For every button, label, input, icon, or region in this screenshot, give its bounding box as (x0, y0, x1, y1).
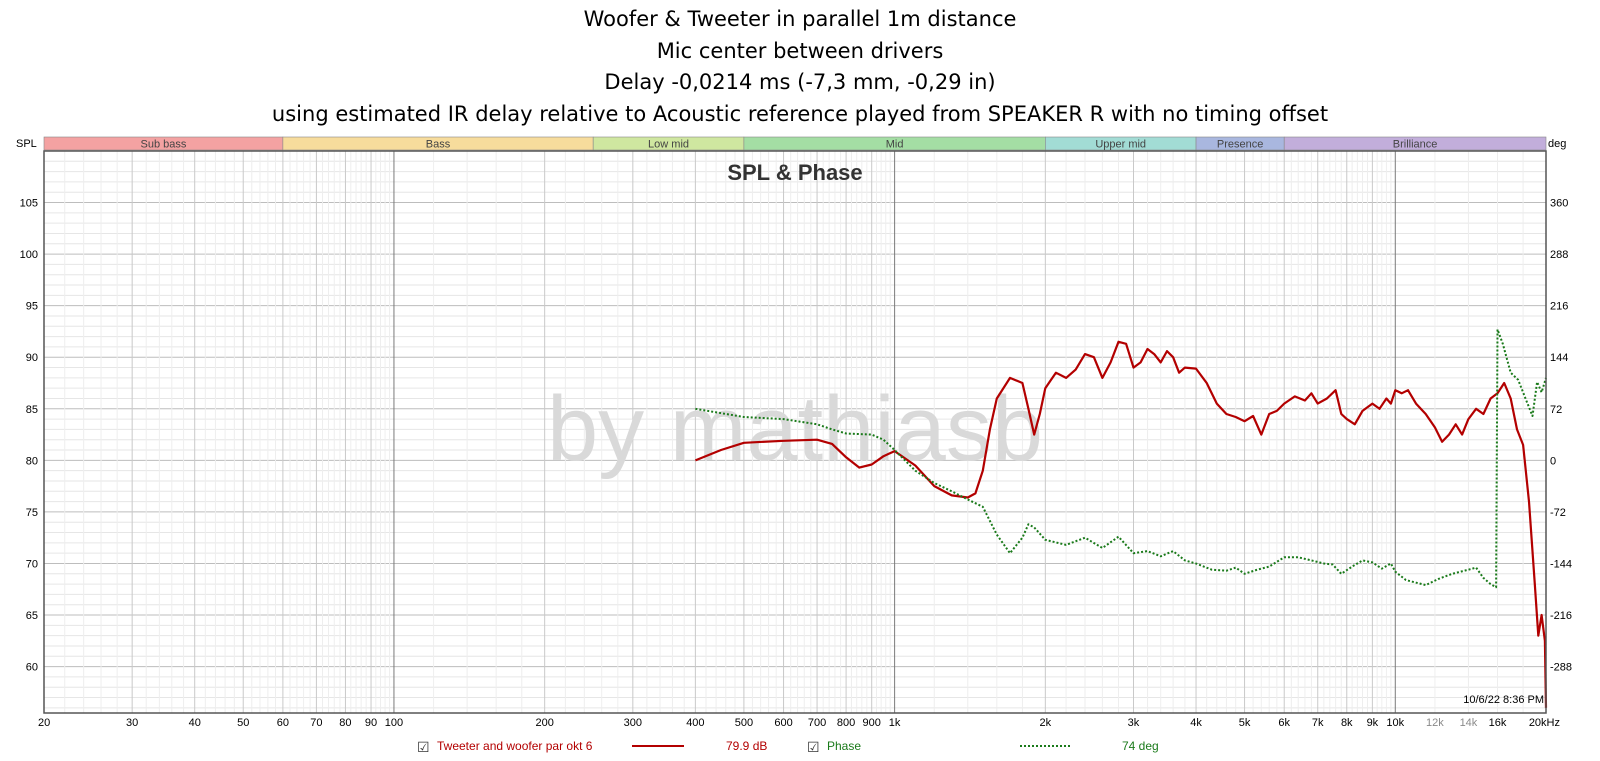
x-tick-13: 600 (774, 717, 792, 729)
x-tick-15: 800 (837, 717, 855, 729)
x-tick-4: 60 (277, 717, 289, 729)
left-axis-ticks: 105 100 95 90 85 80 75 70 65 60 (20, 198, 38, 674)
grid-lines (44, 150, 1546, 713)
left-tick-9: 60 (26, 662, 38, 674)
series-line-0 (694, 340, 1548, 708)
panel-title: SPL & Phase (727, 160, 862, 185)
title-line-1: Woofer & Tweeter in parallel 1m distance (583, 7, 1017, 31)
left-tick-7: 70 (26, 558, 38, 570)
x-tick-11: 400 (686, 717, 704, 729)
legend-checkbox-phase[interactable]: ☑ (807, 740, 820, 756)
x-tick-26: 10k (1386, 717, 1404, 729)
legend: ☑ Tweeter and woofer par okt 6 79.9 dB ☑… (417, 739, 1159, 756)
band-label-0: Sub bass (141, 139, 187, 151)
timestamp: 10/6/22 8:36 PM (1463, 694, 1544, 706)
right-tick-8: -216 (1550, 610, 1572, 622)
x-tick-25: 9k (1367, 717, 1379, 729)
x-axis-ticks: 20 30 40 50 60 70 80 90 100 200 300 400 500 600 700 800… (38, 717, 1560, 729)
x-tick-16: 900 (863, 717, 881, 729)
band-label-1: Bass (426, 139, 451, 151)
x-tick-5: 70 (310, 717, 322, 729)
x-tick-2: 40 (189, 717, 201, 729)
x-tick-1: 30 (126, 717, 138, 729)
x-tick-14: 700 (808, 717, 826, 729)
right-tick-3: 144 (1550, 352, 1568, 364)
left-tick-1: 100 (20, 249, 38, 261)
legend-value-phase: 74 deg (1122, 739, 1159, 753)
x-tick-22: 6k (1278, 717, 1290, 729)
left-tick-5: 80 (26, 455, 38, 467)
left-tick-6: 75 (26, 507, 38, 519)
band-label-2: Low mid (648, 139, 689, 151)
right-axis-label: deg (1548, 138, 1566, 150)
frequency-band-strip: Sub bass Bass Low mid Mid Upper mid Presence B… (43, 136, 1547, 151)
x-tick-20: 4k (1190, 717, 1202, 729)
x-tick-21: 5k (1239, 717, 1251, 729)
x-tick-24: 8k (1341, 717, 1353, 729)
left-tick-8: 65 (26, 610, 38, 622)
band-label-5: Presence (1217, 139, 1263, 151)
left-tick-2: 95 (26, 301, 38, 313)
left-axis-label: SPL (16, 138, 37, 150)
x-tick-27: 12k (1426, 717, 1444, 729)
band-6 (1283, 136, 1547, 151)
left-tick-4: 85 (26, 404, 38, 416)
right-tick-5: 0 (1550, 455, 1556, 467)
x-tick-28: 14k (1460, 717, 1478, 729)
x-tick-23: 7k (1312, 717, 1324, 729)
right-tick-0: 360 (1550, 198, 1568, 210)
x-tick-10: 300 (624, 717, 642, 729)
band-label-4: Upper mid (1095, 139, 1146, 151)
right-tick-6: -72 (1550, 507, 1566, 519)
x-tick-3: 50 (237, 717, 249, 729)
x-tick-12: 500 (735, 717, 753, 729)
right-tick-9: -288 (1550, 662, 1572, 674)
band-label-3: Mid (886, 139, 904, 151)
watermark: by mathiasb (547, 378, 1043, 480)
left-tick-0: 105 (20, 198, 38, 210)
x-tick-19: 3k (1128, 717, 1140, 729)
x-tick-7: 90 (365, 717, 377, 729)
right-axis-ticks: 360 288 216 144 72 0 -72 -144 -216 -288 (1550, 198, 1572, 674)
x-tick-8: 100 (385, 717, 403, 729)
series-lines (694, 328, 1548, 708)
title-line-3: Delay -0,0214 ms (-7,3 mm, -0,29 in) (604, 70, 996, 94)
legend-label-phase: Phase (827, 739, 861, 753)
right-tick-7: -144 (1550, 558, 1572, 570)
right-tick-4: 72 (1550, 404, 1562, 416)
x-tick-30: 20kHz (1529, 717, 1560, 729)
x-tick-29: 16k (1489, 717, 1507, 729)
title-line-2: Mic center between drivers (656, 38, 944, 63)
left-tick-3: 90 (26, 352, 38, 364)
x-tick-17: 1k (889, 717, 901, 729)
right-tick-2: 216 (1550, 301, 1568, 313)
band-label-6: Brilliance (1393, 139, 1438, 151)
legend-label-spl: Tweeter and woofer par okt 6 (437, 739, 593, 753)
legend-checkbox-spl[interactable]: ☑ (417, 740, 430, 756)
chart-titles: Woofer & Tweeter in parallel 1m distance… (0, 4, 1600, 130)
legend-value-spl: 79.9 dB (726, 739, 767, 753)
x-tick-6: 80 (339, 717, 351, 729)
plot-frame (43, 150, 1547, 714)
x-tick-18: 2k (1040, 717, 1052, 729)
title-line-4: using estimated IR delay relative to Aco… (271, 101, 1329, 126)
x-tick-9: 200 (535, 717, 553, 729)
right-tick-1: 288 (1550, 249, 1568, 261)
x-tick-0: 20 (38, 717, 50, 729)
